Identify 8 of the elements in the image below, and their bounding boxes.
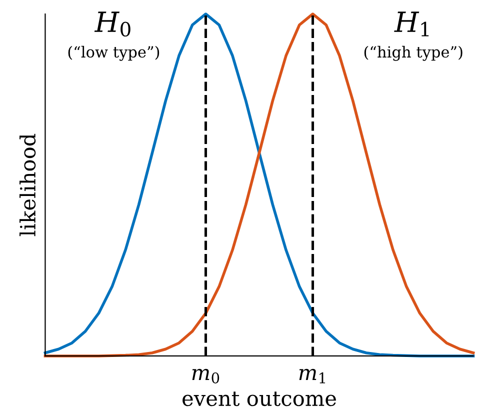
x-tick-label: m$_{0}$ — [192, 368, 220, 384]
y-axis-title: likelihood — [19, 134, 36, 236]
annotation: H$_{0}$ — [94, 12, 130, 37]
annotation: (“high type”) — [364, 46, 462, 61]
x-axis-title: event outcome — [182, 392, 336, 406]
x-tick-label: m$_{1}$ — [299, 368, 326, 384]
annotation: (“low type”) — [68, 46, 160, 61]
annotation: H$_{1}$ — [394, 12, 429, 36]
